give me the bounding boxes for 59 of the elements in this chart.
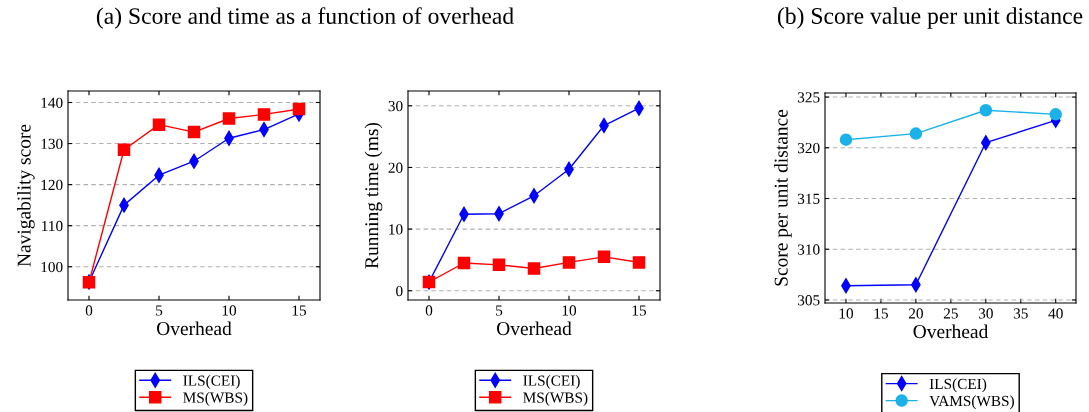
point [152,118,166,131]
y-tick-label: 100 [41,261,63,273]
legend-label: ILS(CEI) [523,375,580,389]
chart-title: (b) Score value per unit distance [777,7,1083,29]
y-tick-label: 140 [41,97,63,108]
chart-title: (a) Score and time as a function of overhead [96,7,514,29]
point [839,133,853,146]
legend-label: MS(WBS) [183,392,248,406]
x-axis-title: Overhead [497,321,572,336]
x-tick-label: 15 [292,305,307,316]
y-tick-label: 325 [797,92,820,103]
x-tick-label: 5 [496,305,503,316]
y-tick-label: 20 [388,162,403,173]
point [457,256,471,270]
x-axis-title: Overhead [913,324,989,339]
x-tick-label: 10 [222,305,237,316]
point [632,256,646,269]
x-tick-label: 20 [908,308,923,319]
point [222,112,236,125]
x-tick-label: 5 [156,305,163,316]
point [117,143,131,156]
legend-label: MS(WBS) [523,392,588,406]
x-tick-label: 10 [562,305,577,316]
point [527,262,541,275]
y-tick-label: 305 [797,295,820,306]
y-tick-label: 310 [797,244,820,255]
y-tick-label: 30 [388,100,403,112]
y-tick-label: 120 [41,179,63,191]
x-tick-label: 15 [874,308,888,319]
x-axis-title: Overhead [157,321,232,336]
point [257,108,271,121]
x-tick-label: 30 [978,308,993,319]
legend-label: ILS(CEI) [183,375,240,389]
point [292,102,306,116]
point [1049,108,1062,121]
y-tick-label: 320 [797,142,820,154]
x-tick-label: 0 [85,305,93,316]
x-tick-label: 0 [425,305,433,316]
x-tick-label: 35 [1013,308,1028,319]
point [909,127,923,140]
y-axis-title: Running time (ms) [364,122,383,269]
y-tick-label: 130 [41,138,63,150]
legend-label: ILS(CEI) [929,378,987,393]
point [562,256,576,269]
y-tick-label: 315 [797,193,820,204]
y-tick-label: 110 [42,220,63,232]
y-tick-label: 0 [396,285,403,297]
legend-label: VAMS(WBS) [929,395,1014,410]
x-tick-label: 40 [1048,308,1063,319]
point [979,103,993,117]
point [597,250,611,264]
x-tick-label: 10 [839,308,854,319]
x-tick-label: 25 [943,308,958,319]
point [492,258,506,272]
y-axis-title: Navigability score [16,124,35,267]
point [187,125,201,139]
y-tick-label: 10 [389,224,403,235]
y-axis-title: Score per unit distance [774,109,792,286]
x-tick-label: 15 [632,305,647,316]
